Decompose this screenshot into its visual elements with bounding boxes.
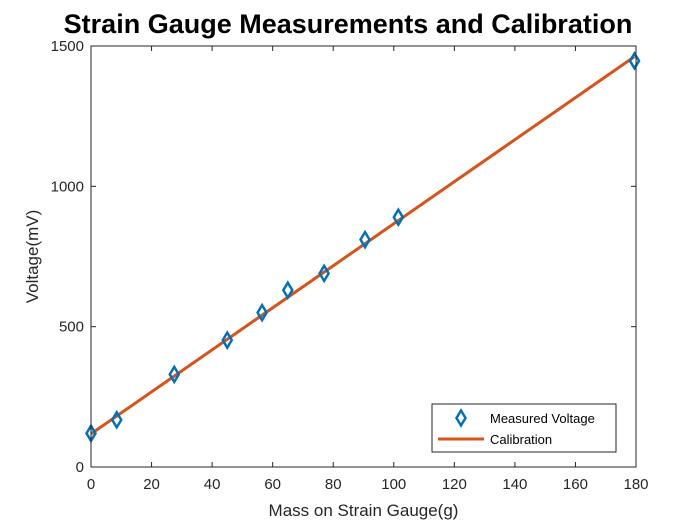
measured-voltage-point <box>281 280 294 301</box>
y-axis: 0 500 1000 1500 <box>51 38 636 476</box>
measured-voltage-point <box>359 229 371 250</box>
legend-marker-measured-voltage <box>455 408 467 428</box>
measured-voltage-point <box>256 302 269 323</box>
x-tick-label: 0 <box>87 476 95 493</box>
x-tick-label: 160 <box>563 476 588 493</box>
y-tick-label: 0 <box>76 459 84 476</box>
measured-voltage-point <box>110 409 123 430</box>
measured-voltage-point <box>221 330 234 351</box>
measured-voltage-point <box>168 364 181 385</box>
y-tick-label: 1500 <box>51 38 84 55</box>
y-axis-label: Voltage(mV) <box>23 210 42 304</box>
x-tick-label: 100 <box>381 476 406 493</box>
x-tick-label: 60 <box>264 476 281 493</box>
x-axis-label: Mass on Strain Gauge(g) <box>269 501 459 520</box>
y-tick-label: 1000 <box>51 178 84 195</box>
chart-title: Strain Gauge Measurements and Calibratio… <box>64 9 633 39</box>
y-tick-label: 500 <box>59 319 84 336</box>
plot-frame <box>90 45 637 468</box>
legend: Measured Voltage Calibration <box>431 403 617 453</box>
x-tick-label: 20 <box>143 476 160 493</box>
x-tick-label: 120 <box>442 476 467 493</box>
plot-area <box>91 46 636 467</box>
measured-voltage-point <box>628 50 641 71</box>
x-axis: 0 20 40 60 80 100 120 140 160 180 <box>87 46 649 493</box>
x-tick-label: 40 <box>204 476 221 493</box>
measured-voltage-point <box>392 207 405 228</box>
x-tick-label: 140 <box>502 476 527 493</box>
x-tick-label: 80 <box>325 476 342 493</box>
legend-label: Measured Voltage <box>490 411 595 426</box>
x-tick-label: 180 <box>623 476 648 493</box>
measured-voltage-point <box>318 263 331 284</box>
legend-label: Calibration <box>490 432 552 447</box>
